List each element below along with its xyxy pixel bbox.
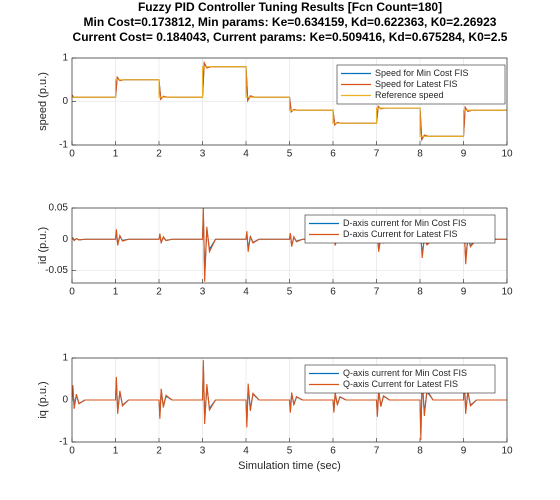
axes-box <box>71 207 508 284</box>
x-tick-label: 0 <box>69 287 75 298</box>
x-tick-label: 8 <box>417 446 423 457</box>
y-tick-label: -1 <box>59 140 68 151</box>
y-tick-label: 1 <box>62 53 68 64</box>
y-tick-label: 1 <box>62 353 68 364</box>
legend-label: Q-axis current for Min Cost FIS <box>343 368 467 378</box>
x-tick-label: 4 <box>243 149 249 160</box>
legend-label: Reference speed <box>375 90 444 100</box>
legend-label: Q-axis Current for Latest FIS <box>343 379 458 389</box>
x-tick-label: 10 <box>501 446 513 457</box>
series-line <box>72 66 507 137</box>
figure-title: Current Cost= 0.184043, Current params: … <box>73 30 508 44</box>
y-tick-label: 0 <box>62 234 68 245</box>
axes-box <box>71 357 508 443</box>
legend-box <box>304 214 496 244</box>
x-tick-label: 7 <box>374 446 380 457</box>
x-tick-label: 2 <box>156 287 162 298</box>
x-tick-label: 5 <box>287 446 293 457</box>
y-axis-label: id (p.u.) <box>37 227 49 264</box>
x-tick-label: 7 <box>374 149 380 160</box>
legend-label: Speed for Min Cost FIS <box>375 68 469 78</box>
legend-label: D-axis Current for Latest FIS <box>343 229 458 239</box>
x-tick-label: 2 <box>156 149 162 160</box>
x-tick-label: 10 <box>501 287 513 298</box>
x-tick-label: 1 <box>113 149 119 160</box>
y-tick-label: -1 <box>59 437 68 448</box>
x-tick-label: 8 <box>417 287 423 298</box>
x-tick-label: 8 <box>417 149 423 160</box>
y-axis-label: speed (p.u.) <box>37 72 49 131</box>
legend-box <box>304 364 496 394</box>
x-tick-label: 9 <box>461 446 467 457</box>
x-tick-label: 6 <box>330 446 336 457</box>
x-tick-label: 9 <box>461 287 467 298</box>
y-axis-label: iq (p.u.) <box>37 381 49 418</box>
series-line <box>72 208 507 282</box>
x-tick-label: 4 <box>243 287 249 298</box>
y-tick-label: 0 <box>62 395 68 406</box>
figure-title: Min Cost=0.173812, Min params: Ke=0.6341… <box>84 15 497 29</box>
x-tick-label: 1 <box>113 287 119 298</box>
y-tick-label: 0.05 <box>49 203 69 214</box>
y-tick-label: 0 <box>62 96 68 107</box>
legend-label: D-axis current for Min Cost FIS <box>343 218 467 228</box>
x-tick-label: 1 <box>113 446 119 457</box>
x-tick-label: 4 <box>243 446 249 457</box>
x-tick-label: 6 <box>330 149 336 160</box>
x-tick-label: 0 <box>69 446 75 457</box>
axes-box <box>71 57 508 146</box>
x-tick-label: 5 <box>287 287 293 298</box>
x-tick-label: 0 <box>69 149 75 160</box>
x-axis-label: Simulation time (sec) <box>238 460 341 472</box>
x-tick-label: 5 <box>287 149 293 160</box>
x-tick-label: 9 <box>461 149 467 160</box>
x-tick-label: 3 <box>200 149 206 160</box>
x-tick-label: 10 <box>501 149 513 160</box>
x-tick-label: 3 <box>200 446 206 457</box>
x-tick-label: 6 <box>330 287 336 298</box>
x-tick-label: 7 <box>374 287 380 298</box>
legend-label: Speed for Latest FIS <box>375 79 458 89</box>
y-tick-label: -0.05 <box>45 265 68 276</box>
figure-title: Fuzzy PID Controller Tuning Results [Fcn… <box>138 0 442 14</box>
x-tick-label: 2 <box>156 446 162 457</box>
x-tick-label: 3 <box>200 287 206 298</box>
